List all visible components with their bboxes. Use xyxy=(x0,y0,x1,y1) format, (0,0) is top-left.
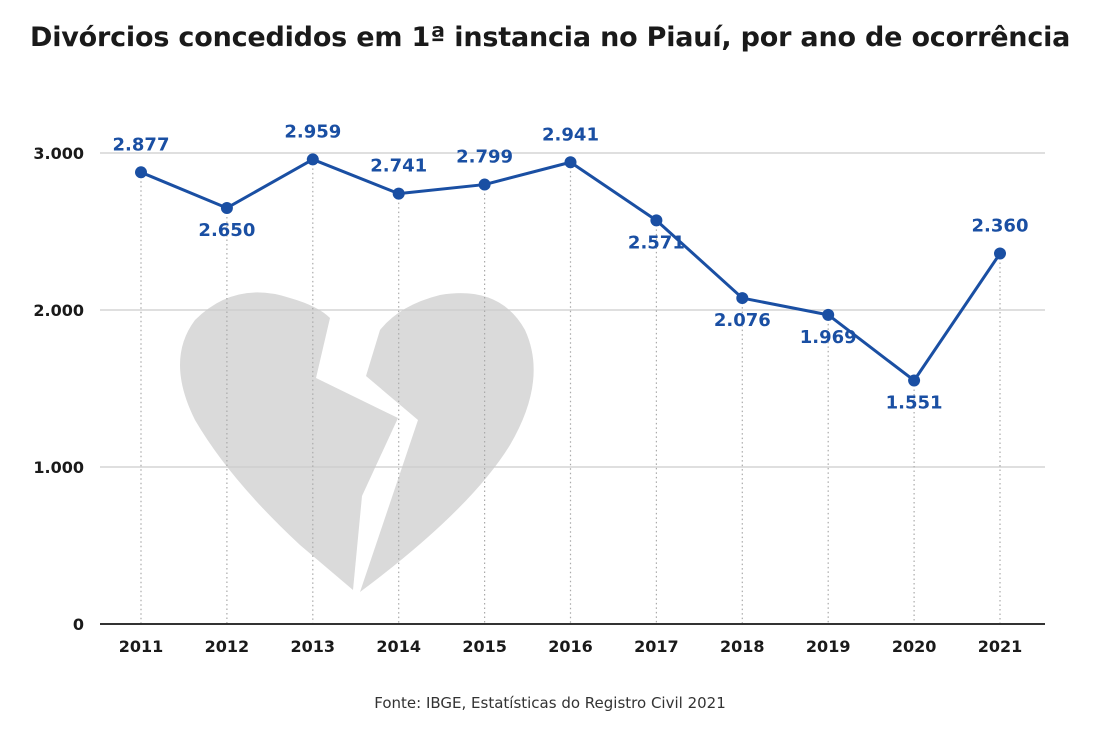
data-point xyxy=(306,153,319,166)
data-label: 2.650 xyxy=(198,220,255,241)
x-tick-label: 2018 xyxy=(720,637,765,656)
data-point xyxy=(135,166,147,179)
data-point xyxy=(220,201,233,214)
y-tick-label: 3.000 xyxy=(33,144,84,163)
data-label: 2.877 xyxy=(113,134,170,155)
broken-heart-icon xyxy=(180,292,534,592)
x-tick-label: 2016 xyxy=(548,637,593,656)
x-tick-label: 2012 xyxy=(205,637,250,656)
data-points xyxy=(135,153,1006,387)
x-tick-label: 2021 xyxy=(978,637,1023,656)
broken-heart-left-half xyxy=(180,292,398,590)
axes: 0 1.000 2.000 3.000 2011 2012 2013 2014 2015 2016… xyxy=(33,144,1045,656)
broken-heart-right-half xyxy=(360,293,534,592)
data-point xyxy=(392,187,405,200)
x-tick-label: 2014 xyxy=(376,637,421,656)
x-tick-label: 2019 xyxy=(806,637,851,656)
data-point xyxy=(736,292,749,305)
data-label: 1.969 xyxy=(800,327,857,348)
y-tick-label: 0 xyxy=(73,615,84,634)
data-label: 2.799 xyxy=(456,147,513,168)
data-labels: 2.877 2.650 2.959 2.741 2.799 2.941 2.571 2.076… xyxy=(113,121,1029,413)
data-point xyxy=(564,156,577,169)
data-point xyxy=(650,214,663,227)
gridlines xyxy=(100,152,1045,468)
data-point xyxy=(478,178,491,191)
x-tick-label: 2020 xyxy=(892,637,937,656)
x-tick-label: 2015 xyxy=(462,637,507,656)
x-tick-label: 2013 xyxy=(291,637,336,656)
data-label: 2.076 xyxy=(714,310,771,331)
x-tick-label: 2011 xyxy=(119,637,164,656)
data-label: 1.551 xyxy=(886,392,943,413)
data-label: 2.571 xyxy=(628,232,685,253)
x-tick-label: 2017 xyxy=(634,637,679,656)
data-point xyxy=(908,374,921,387)
data-label: 2.941 xyxy=(542,124,599,145)
y-tick-label: 2.000 xyxy=(33,301,84,320)
data-label: 2.360 xyxy=(972,215,1029,236)
source-note: Fonte: IBGE, Estatísticas do Registro Ci… xyxy=(374,694,726,712)
data-label: 2.959 xyxy=(284,121,341,142)
data-label: 2.741 xyxy=(370,156,427,177)
data-point xyxy=(994,247,1006,260)
data-point xyxy=(822,308,835,321)
y-tick-label: 1.000 xyxy=(33,458,84,477)
drop-lines xyxy=(140,159,1001,624)
chart-title: Divórcios concedidos em 1ª instancia no … xyxy=(30,22,1071,53)
